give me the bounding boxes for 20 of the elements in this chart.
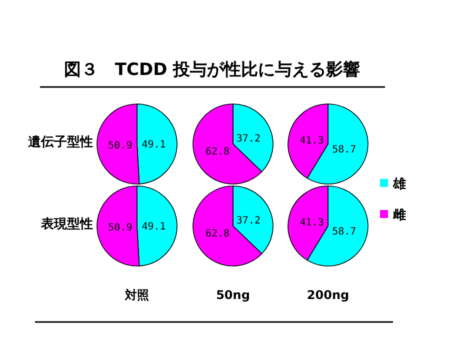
data-label: 62.8 (205, 228, 230, 240)
legend-label: 雄 (392, 177, 406, 192)
legend-label: 雌 (392, 208, 406, 223)
text: 対照 (124, 288, 149, 302)
text: 表現型性 (40, 217, 93, 232)
data-label: 58.7 (332, 226, 356, 238)
text: 遺伝子型性 (28, 135, 93, 150)
data-label: 41.3 (300, 135, 324, 146)
text: 200ng (306, 288, 350, 302)
text: 図３ TCDD 投与が性比に与える影響 (64, 60, 360, 80)
data-label: 37.2 (236, 215, 261, 226)
text: 50ng (216, 288, 250, 302)
data-label: 49.1 (142, 222, 166, 233)
data-label: 58.7 (332, 144, 356, 156)
data-label: 49.1 (142, 140, 166, 151)
data-label: 50.9 (108, 140, 132, 152)
data-label: 37.2 (236, 133, 261, 144)
data-label: 62.8 (205, 146, 230, 158)
data-label: 41.3 (300, 217, 324, 228)
data-label: 50.9 (108, 222, 132, 234)
